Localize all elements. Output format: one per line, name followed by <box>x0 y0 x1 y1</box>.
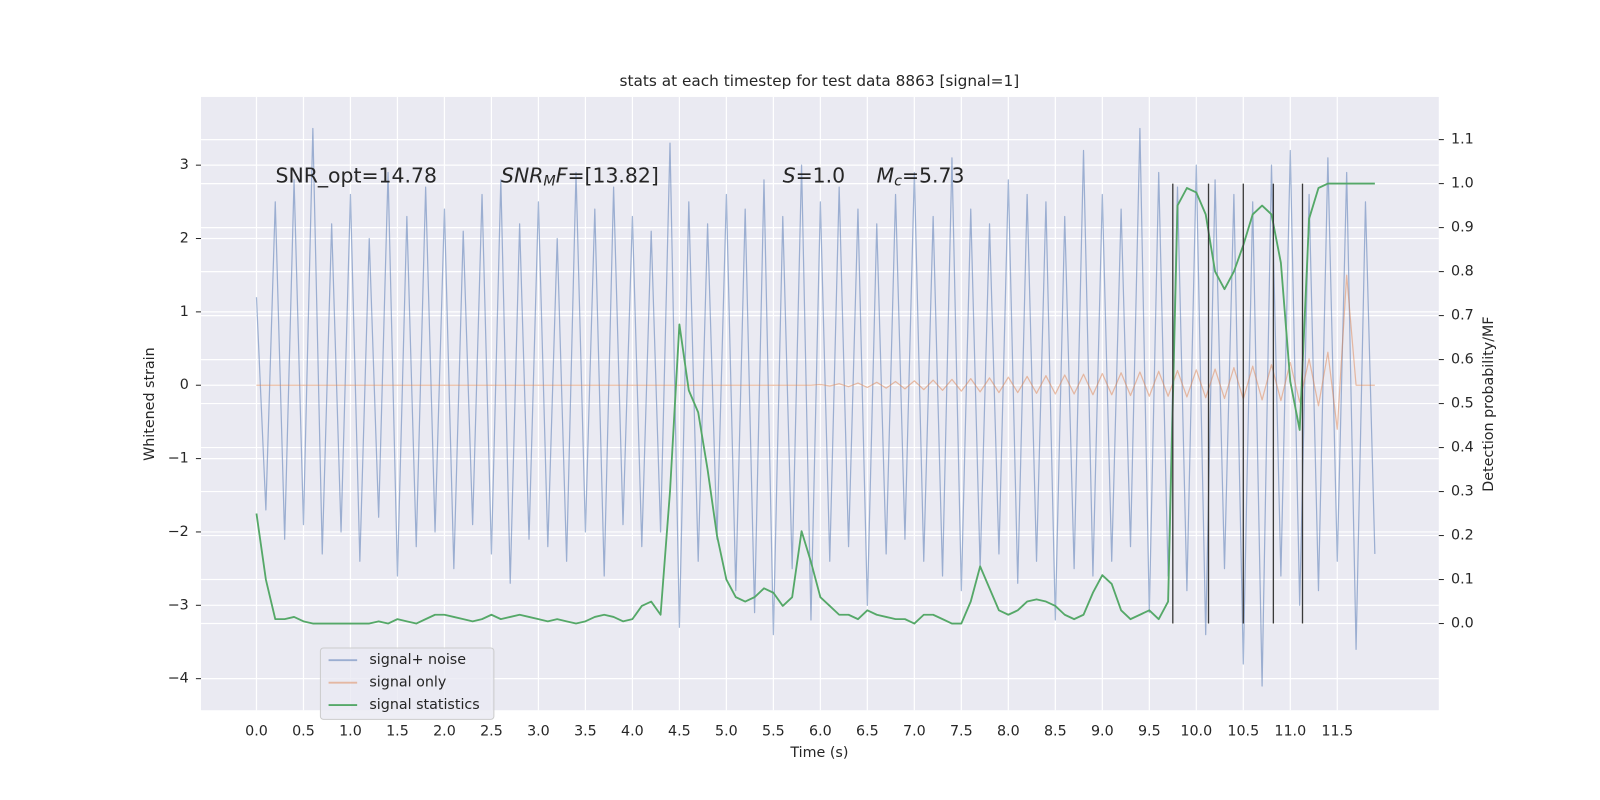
x-tick-label: 4.0 <box>621 724 644 740</box>
annotation: S=1.0 <box>783 164 845 188</box>
x-tick-label: 0.5 <box>292 724 315 740</box>
y-tick-label: −3 <box>168 597 189 613</box>
y2-tick-label: 0.0 <box>1451 616 1474 632</box>
x-tick-label: 0.0 <box>245 724 268 740</box>
legend-box <box>319 647 495 720</box>
x-tick-label: 10.5 <box>1227 724 1259 740</box>
y2-tick-label: 0.3 <box>1451 484 1474 500</box>
y2-tick-label: 0.6 <box>1451 352 1474 368</box>
annotation-part: =1.0 <box>796 164 846 188</box>
x-tick-label: 8.0 <box>997 724 1020 740</box>
y-tick-label: −4 <box>168 671 189 687</box>
legend-label: signal+ noise <box>369 652 466 668</box>
y2-tick-label: 0.5 <box>1451 396 1474 412</box>
annotation: SNRMF=[13.82] <box>501 164 659 190</box>
x-tick-label: 10.0 <box>1180 724 1212 740</box>
annotation-part: S <box>783 164 796 188</box>
x-tick-label: 1.5 <box>386 724 409 740</box>
y2-tick-label: 0.2 <box>1451 528 1474 544</box>
annotation-part: =5.73 <box>902 164 965 188</box>
y2-tick-label: 0.1 <box>1451 572 1474 588</box>
axes: 0.0 0.5 1.0 1.5 2.0 2.5 3.0 3.5 4.0 4.5 5.0 5.5 6.0 6… <box>168 132 1474 740</box>
y-tick-label: −2 <box>168 524 189 540</box>
legend-label: signal statistics <box>369 697 479 713</box>
x-tick-label: 5.0 <box>715 724 738 740</box>
annotation-part: M <box>543 174 555 190</box>
y-tick-label: 0 <box>180 377 189 393</box>
y2-tick-label: 0.7 <box>1451 308 1474 324</box>
series-line <box>256 274 1375 430</box>
x-tick-label: 7.0 <box>903 724 926 740</box>
x-tick-label: 6.5 <box>856 724 879 740</box>
annotation-part: c <box>894 174 902 190</box>
y2-tick-label: 0.4 <box>1451 440 1474 456</box>
annotation: Mc=5.73 <box>877 164 965 190</box>
x-tick-label: 2.5 <box>480 724 503 740</box>
x-tick-label: 11.5 <box>1321 724 1353 740</box>
x-tick-label: 3.0 <box>527 724 550 740</box>
legend: signal+ noise signal only signal statistic… <box>319 647 495 720</box>
x-tick-label: 3.5 <box>574 724 597 740</box>
annotation: SNR_opt=14.78 <box>276 164 437 189</box>
x-tick-label: 5.5 <box>762 724 785 740</box>
annotation-part: F <box>556 164 568 188</box>
x-tick-label: 9.0 <box>1091 724 1114 740</box>
x-tick-label: 9.5 <box>1138 724 1161 740</box>
y-tick-label: 3 <box>180 157 189 173</box>
x-tick-label: 2.0 <box>433 724 456 740</box>
y2-tick-label: 1.1 <box>1451 132 1474 148</box>
y2-tick-label: 0.8 <box>1451 264 1474 280</box>
chart-title: stats at each timestep for test data 886… <box>620 72 1020 90</box>
y2-tick-label: 1.0 <box>1451 176 1474 192</box>
x-tick-label: 6.0 <box>809 724 832 740</box>
annotation-part: SNR <box>501 164 543 188</box>
annotation-part: SNR_opt=14.78 <box>276 164 437 189</box>
y-tick-label: −1 <box>168 451 189 467</box>
x-axis-label: Time (s) <box>789 745 848 761</box>
annotation-part: =[13.82] <box>567 164 658 188</box>
x-tick-label: 8.5 <box>1044 724 1067 740</box>
y-tick-label: 1 <box>180 304 189 320</box>
series-line <box>255 127 1376 687</box>
y2-tick-label: 0.9 <box>1451 220 1474 236</box>
legend-label: signal only <box>369 675 446 691</box>
x-tick-label: 4.5 <box>668 724 691 740</box>
y-axis-label: Whitened strain <box>142 347 158 461</box>
series-line <box>255 182 1375 625</box>
annotation-part: M <box>877 164 895 188</box>
plot-marks <box>255 127 1376 687</box>
x-tick-label: 11.0 <box>1274 724 1306 740</box>
x-tick-label: 1.0 <box>339 724 362 740</box>
x-tick-label: 7.5 <box>950 724 973 740</box>
y-tick-label: 2 <box>180 231 189 247</box>
y2-axis-label: Detection probability/MF <box>1481 316 1497 491</box>
